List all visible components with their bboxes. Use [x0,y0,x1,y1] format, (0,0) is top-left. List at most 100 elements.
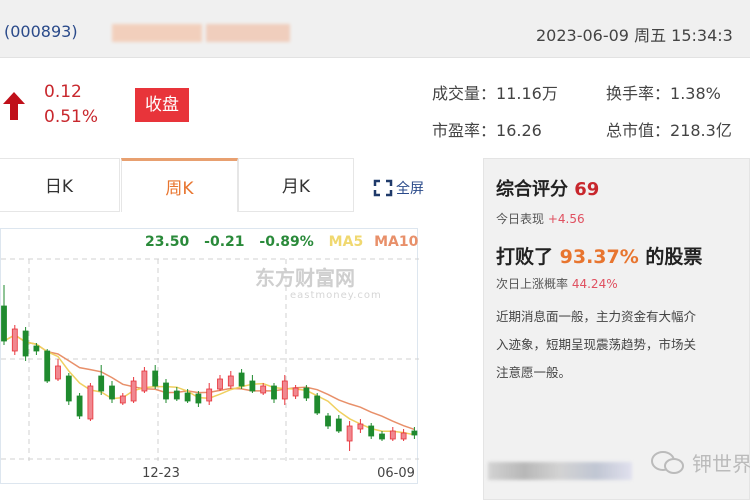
candle-body [22,330,29,357]
beat-percent: 打败了 93.37% 的股票 [496,242,702,269]
candle-body [379,433,385,440]
today-label: 今日表现 [496,212,545,226]
legend-ma10: MA10 [374,234,419,250]
beat-suffix: 的股票 [645,246,703,268]
candle-body [325,415,331,427]
tab-monthly-k[interactable]: 月K [238,158,354,212]
candle-body [87,385,94,420]
candle-body [346,425,353,442]
candle-body [281,380,288,400]
candle-body [109,385,115,400]
candle-body [249,380,256,392]
stat-turnover: 换手率：1.38% [606,80,721,104]
ma10-line [3,334,415,431]
legend-ma5: MA5 [328,234,364,250]
eastmoney-watermark: 东方财富网 [255,266,355,290]
candle-body [271,385,277,400]
legend-change: -0.21 [204,234,245,250]
candle-body [76,395,83,417]
candle-body [130,380,137,402]
candle-body [1,305,7,342]
prob-value: 44.24% [571,277,618,291]
legend-change-pct: -0.89% [259,234,314,250]
stat-volume: 成交量：11.16万 [432,80,558,104]
candle-body [65,375,72,402]
candle-body [335,418,342,432]
eastmoney-watermark-en: eastmoney.com [290,290,382,301]
candle-body [217,378,223,390]
description-line: 入迹象，短期呈现震荡趋势，市场关 [496,337,697,352]
tab-daily-k[interactable]: 日K [0,158,120,212]
stock-code: (000893) [4,22,78,41]
kline-tabs: 日K 周K 月K [0,158,480,212]
stock-name-blurred [112,24,202,42]
candle-body [152,370,159,387]
fullscreen-icon [373,179,393,197]
x-tick-label: 12-23 [142,466,180,481]
legend-price: 23.50 [145,234,190,250]
overall-score: 综合评分 69 [496,175,599,201]
stat-market-cap: 总市值：218.3亿 [606,117,732,141]
candle-body [163,382,169,400]
stat-label: 总市值： [606,121,671,140]
beat-prefix: 打败了 [496,246,554,268]
candle-body [303,387,310,399]
candle-body [44,350,51,382]
candle-body [238,372,245,387]
candle-body [411,430,418,436]
brand-watermark: 钾世界 [692,452,750,476]
stat-pe: 市盈率：16.26 [432,117,542,141]
kline-chart[interactable]: 12-23 06-09 [0,228,419,484]
tab-weekly-k[interactable]: 周K [121,158,238,212]
candle-body [55,365,61,380]
wechat-icon [651,450,684,474]
candle-body [184,392,191,402]
prob-label: 次日上涨概率 [496,277,569,291]
candle-body [314,395,321,414]
candle-body [33,345,40,352]
candle-body [98,375,105,392]
kline-svg: 12-23 06-09 [1,258,419,481]
fullscreen-label: 全屏 [396,181,424,197]
candle-body [260,385,267,394]
rise-probability: 次日上涨概率 44.24% [496,275,618,292]
fullscreen-button[interactable]: 全屏 [373,178,424,198]
chart-legend: 23.50 -0.21 -0.89% MA5 MA10 [145,234,418,250]
price-change: 0.12 0.51% [44,80,98,130]
today-value: +4.56 [547,212,585,226]
stat-value: 16.26 [496,121,542,140]
stat-value: 11.16万 [496,84,558,103]
stat-value: 218.3亿 [670,121,732,140]
stat-label: 成交量： [432,84,497,103]
description-line: 注意愿一般。 [496,365,572,380]
score-label: 综合评分 [496,179,568,200]
stock-name-blurred-2 [206,24,290,42]
change-percent: 0.51% [44,107,99,127]
blurred-text [488,462,632,480]
score-value: 69 [574,179,600,200]
stat-label: 市盈率： [432,121,497,140]
change-value: 0.12 [44,82,82,102]
candle-body [119,395,126,404]
candle-body [368,425,375,437]
candle-body [357,423,364,430]
candle-body [141,370,148,392]
candle-body [400,432,407,440]
description-line: 近期消息面一般，主力资金有大幅介 [496,309,697,324]
arrow-up-icon [3,92,25,120]
x-tick-label: 06-09 [377,466,415,481]
stat-label: 换手率： [606,84,671,103]
candle-body [227,375,234,387]
candle-body [292,387,299,397]
candle-body [389,430,396,440]
beat-value: 93.37% [559,246,639,268]
candle-body [206,388,213,402]
status-badge: 收盘 [135,88,189,122]
candle-body [195,393,202,404]
stat-value: 1.38% [670,84,721,103]
today-performance: 今日表现 +4.56 [496,210,585,227]
wechat-watermark: 钾世界 [650,448,750,477]
datetime: 2023-06-09 周五 15:34:3 [536,26,733,45]
candle-body [11,328,18,352]
score-panel [483,158,750,500]
